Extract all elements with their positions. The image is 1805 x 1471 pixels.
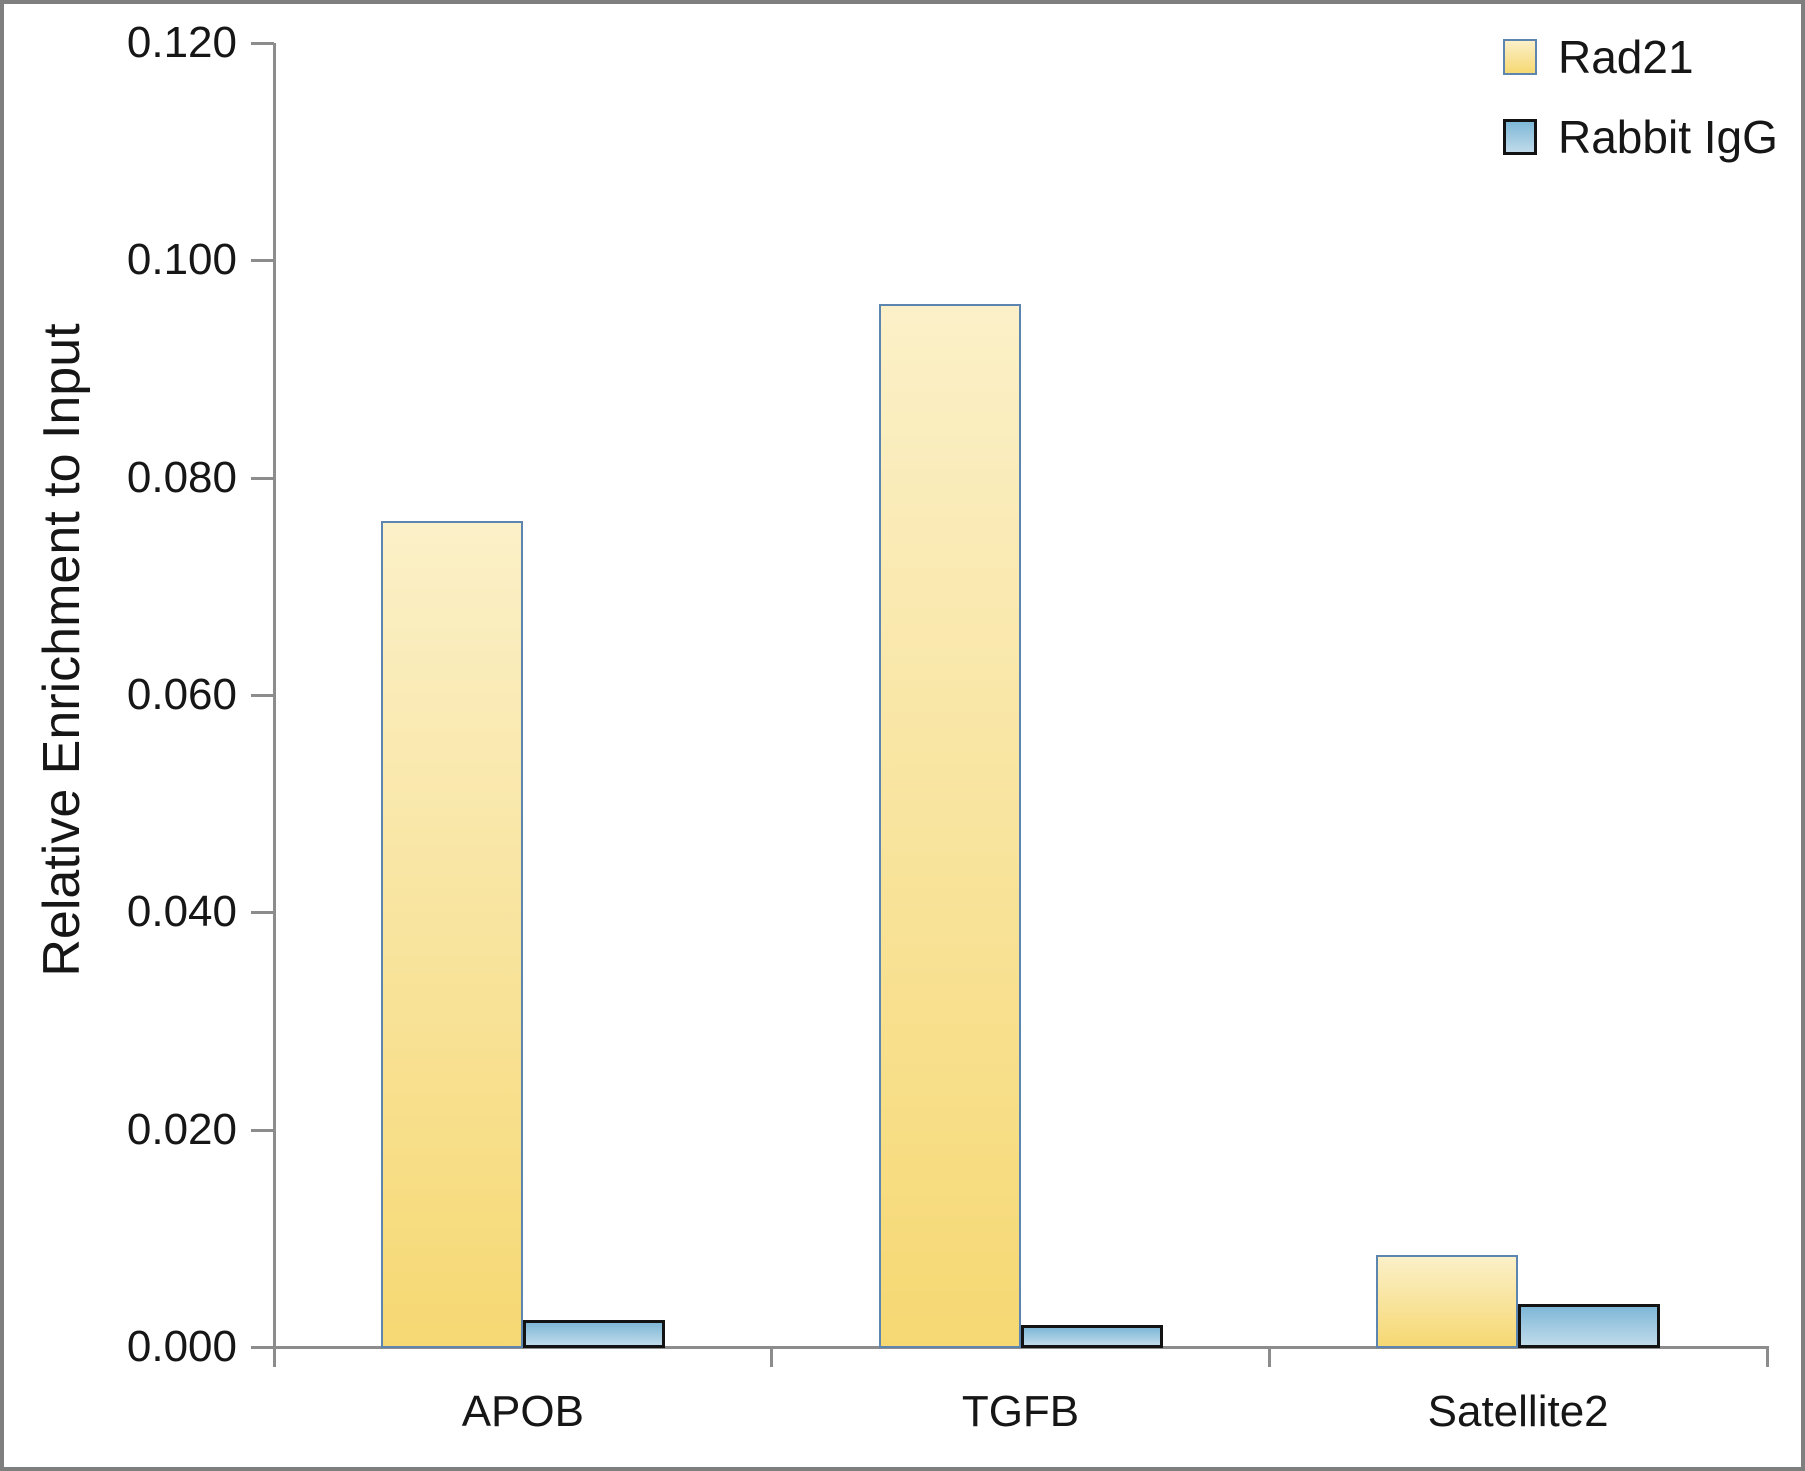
x-category-tick: [1267, 1347, 1271, 1367]
y-tick-label: 0.020: [126, 1104, 237, 1154]
bar-rabbit-igg-apob: [522, 1319, 665, 1349]
legend-label-rad21: Rad21: [1558, 31, 1694, 83]
bar-rabbit-igg-tgfb: [1020, 1325, 1163, 1349]
y-tick-label: 0.080: [126, 452, 237, 502]
y-tick-mark: [251, 1128, 274, 1132]
y-tick-label: 0.060: [126, 670, 237, 719]
y-tick-label: 0.000: [126, 1322, 237, 1371]
x-category-label: Satellite2: [1427, 1387, 1609, 1436]
bar-rad21-satellite2: [1376, 1254, 1519, 1349]
x-category-tick: [1765, 1347, 1769, 1367]
bar-rad21-tgfb: [878, 303, 1021, 1349]
legend-item-rad21: Rad21: [1503, 30, 1778, 84]
legend: Rad21 Rabbit IgG: [1503, 30, 1778, 164]
y-tick-mark: [251, 694, 274, 697]
legend-swatch-rad21: [1503, 39, 1537, 75]
y-tick-label: 0.120: [126, 18, 237, 67]
y-tick-mark: [251, 259, 274, 263]
bar-rad21-apob: [380, 521, 523, 1349]
y-axis-line: [272, 43, 276, 1367]
legend-label-rabbit-igg: Rabbit IgG: [1558, 111, 1778, 163]
bar-rabbit-igg-satellite2: [1518, 1303, 1661, 1349]
x-category-label: APOB: [461, 1387, 584, 1436]
x-category-label: TGFB: [961, 1387, 1080, 1436]
y-tick-mark: [251, 911, 274, 915]
legend-swatch-rabbit-igg: [1503, 119, 1537, 155]
x-category-tick: [770, 1347, 774, 1367]
y-tick-label: 0.100: [126, 235, 237, 285]
legend-item-rabbit-igg: Rabbit IgG: [1503, 110, 1778, 164]
y-tick-label: 0.040: [126, 887, 237, 937]
y-tick-mark: [251, 476, 274, 480]
y-tick-mark: [251, 42, 274, 45]
